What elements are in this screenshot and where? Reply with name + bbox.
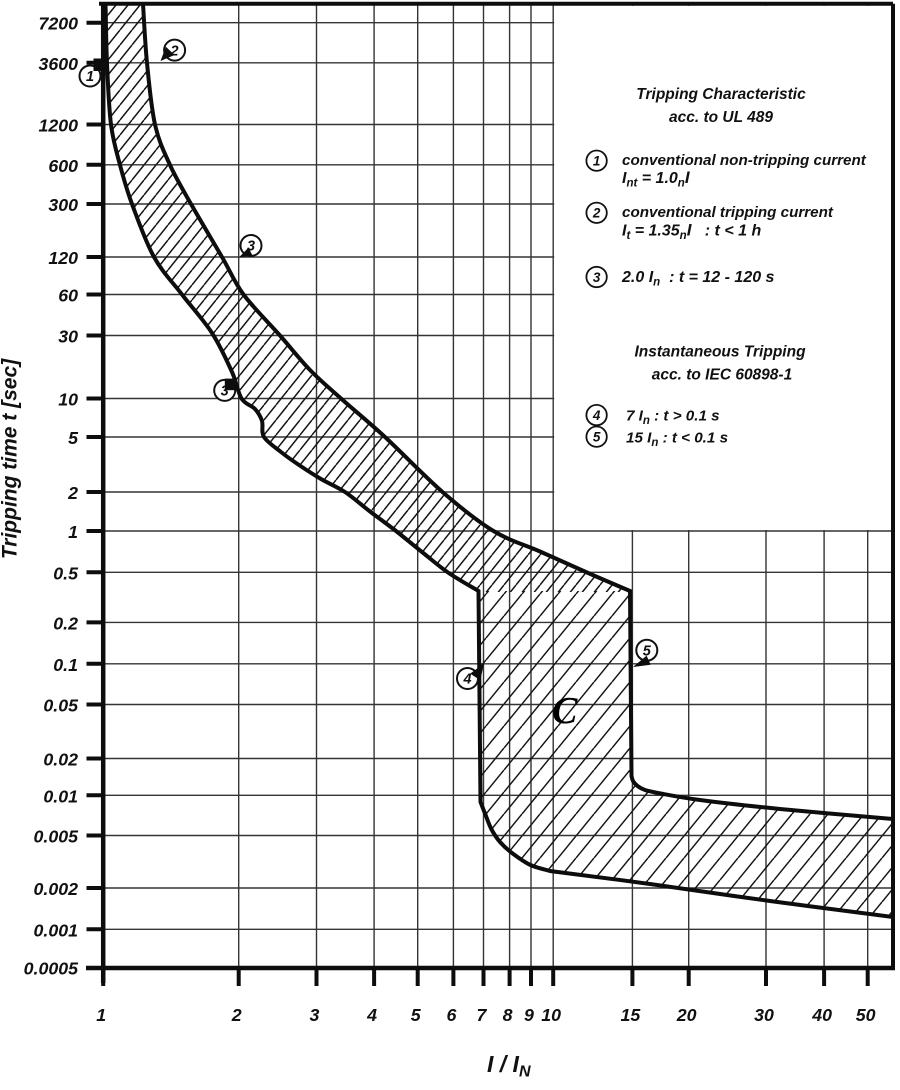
svg-text:300: 300 bbox=[48, 195, 78, 215]
svg-text:1: 1 bbox=[68, 522, 78, 542]
svg-text:I / IN: I / IN bbox=[487, 1051, 531, 1081]
svg-text:60: 60 bbox=[58, 286, 78, 306]
svg-text:0.2: 0.2 bbox=[53, 613, 78, 633]
svg-text:40: 40 bbox=[811, 1005, 832, 1025]
svg-text:15 In : t < 0.1 s: 15 In : t < 0.1 s bbox=[626, 430, 728, 450]
svg-text:4: 4 bbox=[592, 408, 601, 423]
svg-text:7200: 7200 bbox=[38, 14, 78, 34]
svg-text:acc. to UL 489: acc. to UL 489 bbox=[669, 109, 773, 126]
svg-text:2: 2 bbox=[170, 43, 179, 59]
svg-text:2: 2 bbox=[592, 206, 601, 221]
svg-text:50: 50 bbox=[856, 1005, 876, 1025]
svg-text:4: 4 bbox=[366, 1005, 377, 1025]
svg-text:0.002: 0.002 bbox=[34, 879, 79, 899]
svg-text:3600: 3600 bbox=[38, 54, 78, 74]
svg-text:0.05: 0.05 bbox=[43, 696, 79, 716]
svg-text:5: 5 bbox=[593, 430, 601, 445]
svg-text:Tripping time t [sec]: Tripping time t [sec] bbox=[0, 358, 22, 559]
svg-text:5: 5 bbox=[68, 428, 79, 448]
svg-text:120: 120 bbox=[48, 248, 78, 268]
svg-text:2: 2 bbox=[67, 483, 78, 503]
svg-text:5: 5 bbox=[411, 1005, 422, 1025]
svg-text:acc. to IEC 60898-1: acc. to IEC 60898-1 bbox=[652, 367, 792, 384]
svg-text:8: 8 bbox=[503, 1005, 513, 1025]
svg-text:Tripping Characteristic: Tripping Characteristic bbox=[636, 86, 806, 103]
svg-text:1: 1 bbox=[593, 154, 601, 169]
svg-text:1200: 1200 bbox=[38, 116, 78, 136]
svg-text:0.5: 0.5 bbox=[53, 563, 79, 583]
svg-text:0.1: 0.1 bbox=[53, 655, 78, 675]
svg-text:Instantaneous Tripping: Instantaneous Tripping bbox=[634, 344, 806, 361]
svg-text:10: 10 bbox=[58, 390, 78, 410]
svg-text:0.01: 0.01 bbox=[43, 786, 78, 806]
svg-text:0.005: 0.005 bbox=[34, 827, 80, 847]
svg-text:0.001: 0.001 bbox=[34, 920, 79, 940]
svg-text:600: 600 bbox=[48, 156, 78, 176]
svg-text:conventional tripping current: conventional tripping current bbox=[622, 204, 834, 221]
svg-text:conventional non-tripping curr: conventional non-tripping current bbox=[622, 152, 867, 169]
svg-text:15: 15 bbox=[621, 1005, 642, 1025]
svg-text:20: 20 bbox=[676, 1005, 697, 1025]
svg-text:30: 30 bbox=[754, 1005, 774, 1025]
svg-text:3: 3 bbox=[593, 270, 601, 285]
svg-text:4: 4 bbox=[462, 672, 471, 688]
svg-text:9: 9 bbox=[524, 1005, 534, 1025]
svg-text:2.0 In : t = 12 - 120 s: 2.0 In : t = 12 - 120 s bbox=[621, 269, 775, 289]
svg-text:Int = 1.0nI: Int = 1.0nI bbox=[622, 168, 691, 190]
svg-text:3: 3 bbox=[247, 239, 255, 255]
svg-text:It = 1.35nI : t < 1 h: It = 1.35nI : t < 1 h bbox=[622, 221, 761, 243]
svg-text:0.0005: 0.0005 bbox=[24, 959, 79, 979]
svg-text:0.02: 0.02 bbox=[43, 750, 78, 770]
svg-text:3: 3 bbox=[221, 384, 229, 400]
svg-text:1: 1 bbox=[96, 1005, 106, 1025]
svg-text:10: 10 bbox=[541, 1005, 561, 1025]
svg-text:3: 3 bbox=[310, 1005, 320, 1025]
svg-text:6: 6 bbox=[446, 1005, 456, 1025]
svg-text:30: 30 bbox=[58, 327, 78, 347]
svg-text:C: C bbox=[552, 690, 578, 732]
svg-text:1: 1 bbox=[86, 69, 94, 85]
svg-text:5: 5 bbox=[643, 643, 652, 659]
svg-text:7 In : t > 0.1 s: 7 In : t > 0.1 s bbox=[626, 408, 720, 428]
svg-text:7: 7 bbox=[477, 1005, 488, 1025]
svg-text:2: 2 bbox=[231, 1005, 242, 1025]
